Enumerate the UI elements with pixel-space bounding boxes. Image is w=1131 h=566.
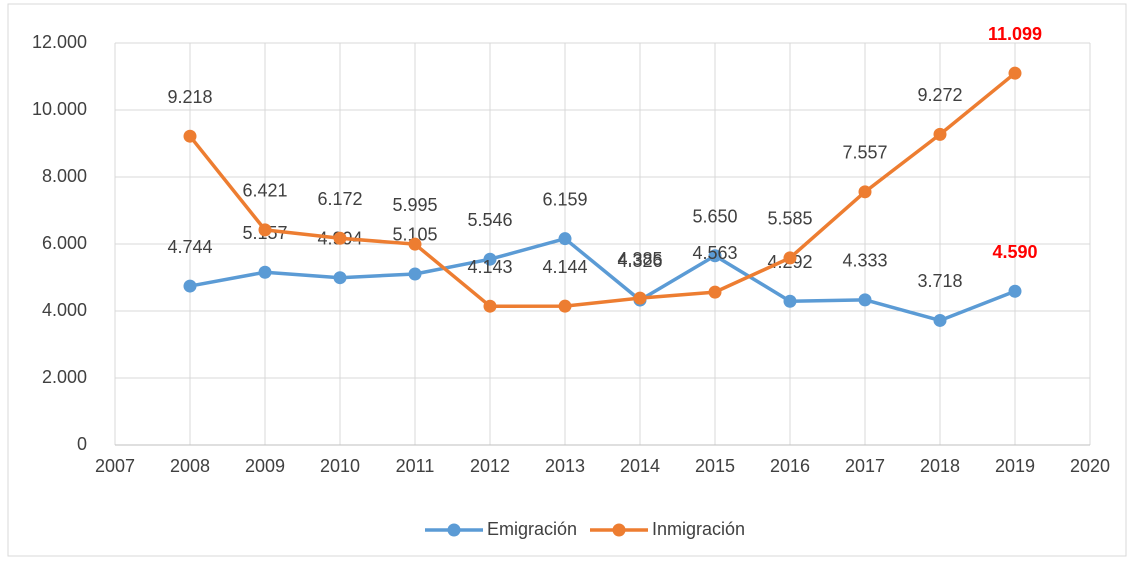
- x-tick-label: 2014: [620, 456, 660, 476]
- x-tick-label: 2013: [545, 456, 585, 476]
- point: [183, 279, 197, 293]
- point: [258, 265, 272, 279]
- series-line: [188, 71, 1017, 308]
- point: [708, 285, 722, 299]
- data-label: 9.218: [167, 87, 212, 107]
- point: [708, 249, 722, 263]
- point: [858, 185, 872, 199]
- point: [1008, 284, 1022, 298]
- x-tick-label: 2010: [320, 456, 360, 476]
- data-label: 4.326: [617, 251, 662, 271]
- data-label: 7.557: [842, 143, 887, 163]
- data-label: 9.272: [917, 85, 962, 105]
- point: [858, 293, 872, 307]
- x-tick-label: 2020: [1070, 456, 1110, 476]
- y-tick-label: 10.000: [32, 99, 87, 119]
- data-label: 6.172: [317, 189, 362, 209]
- legend-marker: [447, 523, 461, 537]
- x-tick-label: 2008: [170, 456, 210, 476]
- data-label: 6.159: [542, 189, 587, 209]
- x-tick-label: 2018: [920, 456, 960, 476]
- point: [1008, 66, 1022, 80]
- data-label: 5.585: [767, 209, 812, 229]
- data-label: 4.385: [617, 249, 662, 269]
- x-tick-label: 2015: [695, 456, 735, 476]
- data-label: 5.650: [692, 206, 737, 226]
- data-label: 4.563: [692, 243, 737, 263]
- x-tick-label: 2016: [770, 456, 810, 476]
- y-tick-label: 2.000: [42, 367, 87, 387]
- point: [333, 231, 347, 245]
- point: [933, 127, 947, 141]
- point: [408, 237, 422, 251]
- point: [258, 223, 272, 237]
- data-label: 11.099: [988, 24, 1042, 44]
- data-label: 5.995: [392, 195, 437, 215]
- legend-label: Emigración: [487, 519, 577, 539]
- y-tick-label: 6.000: [42, 233, 87, 253]
- y-tick-label: 4.000: [42, 300, 87, 320]
- point: [408, 267, 422, 281]
- data-label: 4.143: [467, 257, 512, 277]
- x-tick-label: 2007: [95, 456, 135, 476]
- point: [783, 294, 797, 308]
- data-label: 5.105: [392, 225, 437, 245]
- x-tick-label: 2011: [396, 456, 435, 476]
- data-label: 5.546: [467, 210, 512, 230]
- data-label: 3.718: [917, 271, 962, 291]
- point: [558, 232, 572, 246]
- data-label: 4.333: [842, 251, 887, 271]
- y-tick-label: 8.000: [42, 166, 87, 186]
- y-tick-label: 12.000: [32, 32, 87, 52]
- legend-marker: [612, 523, 626, 537]
- point: [633, 291, 647, 305]
- legend-label: Inmigración: [652, 519, 745, 539]
- point: [558, 299, 572, 313]
- data-label: 4.590: [992, 242, 1037, 262]
- series-line: [189, 236, 1016, 323]
- x-tick-label: 2009: [245, 456, 285, 476]
- x-tick-label: 2017: [845, 456, 885, 476]
- data-label: 4.144: [542, 257, 587, 277]
- point: [333, 271, 347, 285]
- x-tick-label: 2019: [995, 456, 1035, 476]
- point: [183, 129, 197, 143]
- y-tick-label: 0: [77, 434, 87, 454]
- data-label: 4.744: [167, 237, 212, 257]
- point: [933, 313, 947, 327]
- x-tick-label: 2012: [470, 456, 510, 476]
- data-label: 6.421: [242, 181, 287, 201]
- point: [483, 252, 497, 266]
- point: [783, 251, 797, 265]
- point: [483, 299, 497, 313]
